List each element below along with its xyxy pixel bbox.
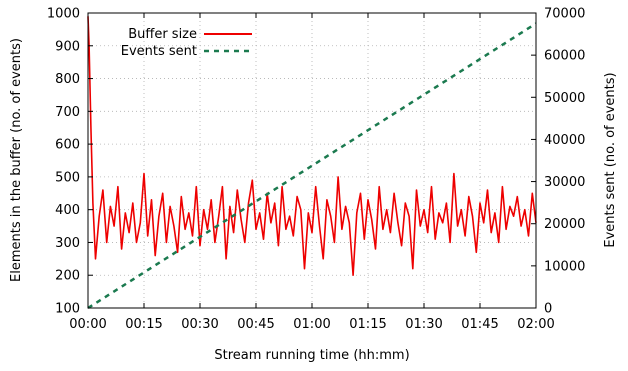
y2-tick-label: 40000 [544, 133, 585, 148]
x-tick-label: 00:45 [237, 317, 274, 332]
x-axis-title: Stream running time (hh:mm) [214, 348, 409, 363]
y-tick-label: 1000 [47, 7, 80, 22]
y-tick-label: 100 [55, 302, 80, 317]
series-line-buffer-size [87, 16, 537, 277]
axes: 00:00 00:15 00:30 00:45 01:00 01:15 01:30 01:45… [47, 7, 585, 333]
grid [88, 13, 536, 308]
x-tick-label: 00:15 [125, 317, 162, 332]
x-tick-label: 02:00 [517, 317, 554, 332]
series-layer [87, 16, 537, 310]
y2-tick-label: 10000 [544, 259, 585, 274]
x-tick-label: 00:30 [181, 317, 218, 332]
series-line-events-sent [87, 22, 537, 310]
legend: Buffer size Events sent [121, 27, 252, 59]
y-tick-label: 500 [55, 170, 80, 185]
y2-tick-label: 50000 [544, 91, 585, 106]
legend-label-buffer-size: Buffer size [128, 27, 197, 42]
x-tick-label: 00:00 [69, 317, 106, 332]
y2-tick-label: 30000 [544, 175, 585, 190]
x-tick-label: 01:45 [461, 317, 498, 332]
y-tick-label: 300 [55, 236, 80, 251]
y2-axis-title: Events sent (no. of events) [603, 72, 618, 247]
y2-tick-label: 20000 [544, 217, 585, 232]
y-tick-label: 900 [55, 39, 80, 54]
y-tick-label: 600 [55, 138, 80, 153]
y2-tick-label: 60000 [544, 49, 585, 64]
y-axis-title: Elements in the buffer (no. of events) [9, 38, 24, 282]
y-tick-label: 800 [55, 72, 80, 87]
x-tick-label: 01:00 [293, 317, 330, 332]
x-tick-label: 01:15 [349, 317, 386, 332]
legend-label-events-sent: Events sent [121, 44, 197, 59]
y2-tick-label: 0 [544, 302, 552, 317]
y-tick-label: 200 [55, 269, 80, 284]
y-tick-label: 700 [55, 105, 80, 120]
x-tick-label: 01:30 [405, 317, 442, 332]
y2-tick-label: 70000 [544, 7, 585, 22]
y-tick-label: 400 [55, 203, 80, 218]
